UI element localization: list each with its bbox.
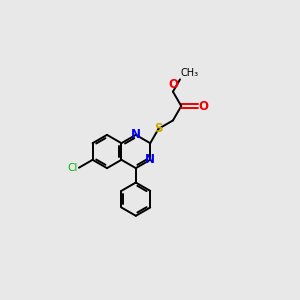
Text: N: N	[131, 128, 141, 141]
Text: O: O	[199, 100, 209, 112]
Text: N: N	[145, 153, 155, 166]
Text: S: S	[154, 122, 163, 135]
Text: CH₃: CH₃	[181, 68, 199, 79]
Text: O: O	[168, 77, 178, 91]
Text: Cl: Cl	[68, 163, 78, 173]
